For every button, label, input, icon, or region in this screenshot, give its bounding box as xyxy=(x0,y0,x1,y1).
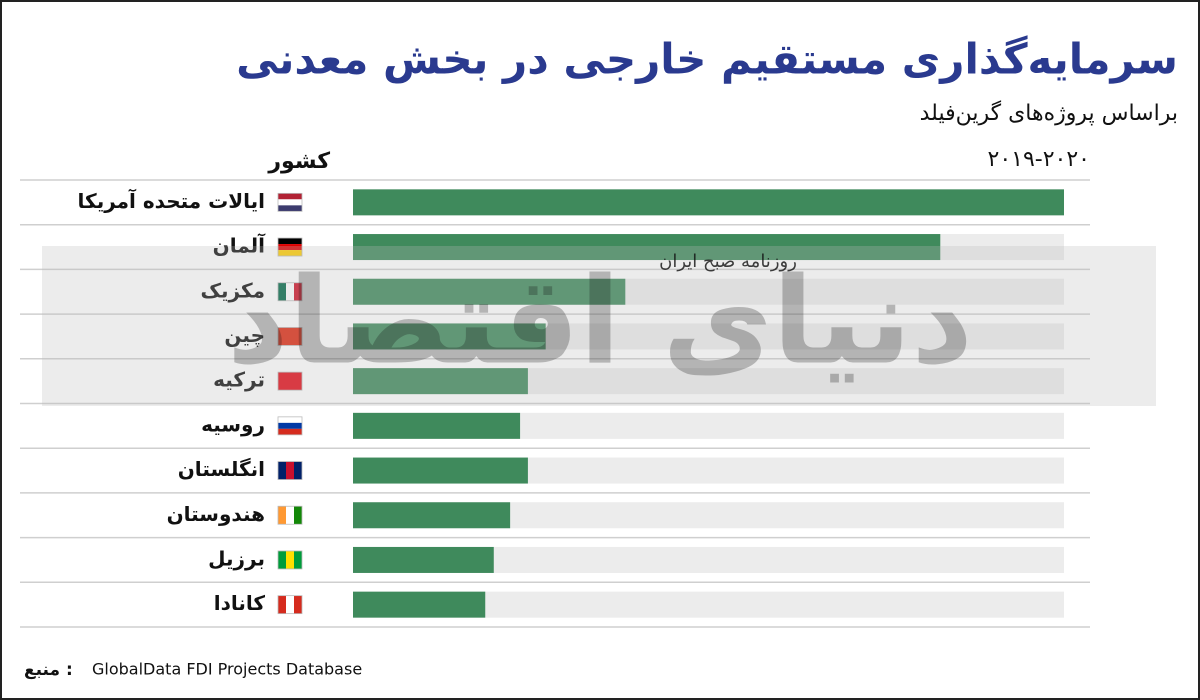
flag-stripe xyxy=(294,372,302,391)
flag-stripe xyxy=(278,595,286,614)
flag-stripe xyxy=(286,506,294,525)
bar xyxy=(353,591,486,618)
flag-stripe xyxy=(278,193,302,200)
flag-stripe xyxy=(294,282,302,301)
flag-stripe xyxy=(278,506,286,525)
y-tick-label: هندوستان xyxy=(167,502,265,526)
flag-stripe xyxy=(278,327,286,346)
y-tick-label: روسیه xyxy=(201,412,265,436)
flag-stripe xyxy=(278,199,302,206)
flag-stripe xyxy=(278,416,302,423)
bar xyxy=(353,457,528,484)
flag-border xyxy=(277,371,303,391)
flag-stripe xyxy=(278,372,286,391)
flag-border xyxy=(277,505,303,525)
bar xyxy=(353,412,521,439)
y-tick-label: کانادا xyxy=(214,591,266,615)
source: GlobalData FDI Projects Database xyxy=(92,660,362,679)
flag-stripe xyxy=(278,422,302,429)
y-axis-label: کشور xyxy=(267,149,330,174)
flag-border xyxy=(277,282,303,302)
flag-stripe xyxy=(278,550,286,569)
y-tick-label: برزیل xyxy=(208,546,265,570)
flag-stripe xyxy=(286,327,294,346)
watermark-band xyxy=(42,246,1156,406)
bar xyxy=(353,323,546,350)
flag-stripe xyxy=(278,205,302,212)
bar xyxy=(353,278,626,305)
flag-stripe xyxy=(286,282,294,301)
flag-stripe xyxy=(286,550,294,569)
bar xyxy=(353,189,1064,216)
flag-stripe xyxy=(278,244,302,251)
flag-stripe xyxy=(286,595,294,614)
flag-stripe xyxy=(278,428,302,435)
flag-border xyxy=(277,327,303,346)
flag-stripe xyxy=(294,595,302,614)
bar xyxy=(353,368,528,395)
flag-border xyxy=(277,192,303,212)
flag-border xyxy=(277,416,303,436)
watermark-sub: روزنامه صبح ایران xyxy=(659,251,797,272)
plot: ایالات متحده آمریکا آلمان مکزیک چین ترکیه روس… xyxy=(20,179,1090,628)
flag-stripe xyxy=(294,327,302,346)
period-label: ۲۰۱۹-۲۰۲۰ xyxy=(988,147,1090,172)
flag-stripe xyxy=(294,550,302,569)
bar xyxy=(353,546,494,573)
flag-border xyxy=(277,237,303,257)
y-tick-label: مکزیک xyxy=(201,278,265,302)
flag-border xyxy=(277,550,303,570)
flag-border xyxy=(277,595,303,615)
chart-subtitle: براساس پروژه‌های گرین‌فیلد xyxy=(920,100,1178,126)
y-tick-label: آلمان xyxy=(213,233,266,258)
flag-border xyxy=(277,461,303,480)
y-tick-label: ترکیه xyxy=(213,368,265,392)
bar xyxy=(353,502,511,529)
flag-stripe xyxy=(278,282,286,301)
flag-stripe xyxy=(278,238,302,245)
y-tick-label: ایالات متحده آمریکا xyxy=(78,188,265,213)
y-tick-label: انگلستان xyxy=(178,457,265,481)
y-tick-label: چین xyxy=(224,323,265,348)
watermark: دنیای اقتصاد xyxy=(227,253,973,392)
flag-stripe xyxy=(286,372,294,391)
flag-stripe xyxy=(278,461,286,480)
flag-stripe xyxy=(278,250,302,257)
source-label: منبع : xyxy=(24,660,73,680)
flag-stripe xyxy=(294,506,302,525)
chart-title: سرمایه‌گذاری مستقیم خارجی در بخش معدنی xyxy=(236,35,1178,85)
flag-stripe xyxy=(286,461,294,480)
bar xyxy=(353,234,941,261)
flag-stripe xyxy=(294,461,302,480)
